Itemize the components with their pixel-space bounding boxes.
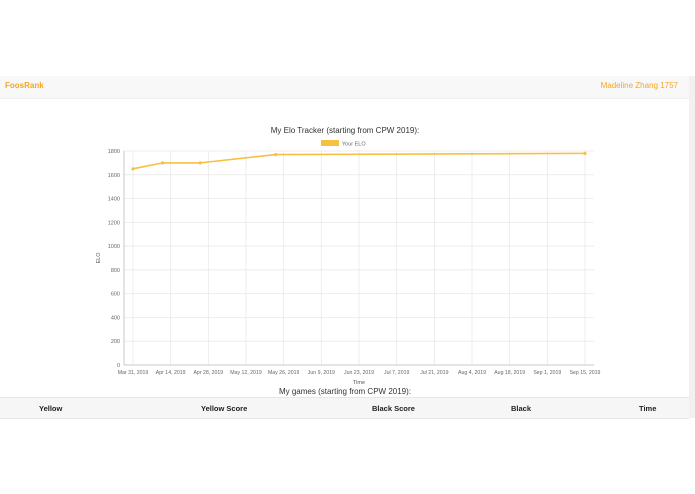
legend-swatch	[321, 140, 339, 146]
y-tick-label: 200	[111, 339, 120, 345]
column-header-time[interactable]: Time	[639, 404, 657, 413]
x-tick-label: Apr 28, 2019	[193, 370, 223, 376]
y-tick-label: 1800	[108, 149, 120, 155]
data-point	[583, 151, 587, 155]
y-tick-label: 1600	[108, 173, 120, 179]
x-tick-label: Sep 1, 2019	[533, 370, 561, 376]
x-tick-label: Aug 18, 2019	[494, 370, 525, 376]
navbar: FoosRank Madeline Zhang 1757	[0, 76, 689, 99]
page-scrollbar[interactable]	[689, 76, 695, 418]
column-header-black[interactable]: Black	[511, 404, 532, 413]
data-point	[160, 161, 165, 165]
column-header-yellow[interactable]: Yellow	[39, 404, 63, 413]
x-tick-label: Apr 14, 2019	[156, 370, 186, 376]
x-tick-label: Sep 15, 2019	[570, 370, 601, 376]
column-header-black-score[interactable]: Black Score	[372, 404, 415, 413]
elo-chart: 0 200 400 600 800 1000 1200 1400 1600 1800 Mar 31,…	[0, 120, 695, 390]
column-header-yellow-score[interactable]: Yellow Score	[201, 404, 248, 413]
x-tick-label: May 26, 2019	[268, 370, 300, 376]
y-tick-label: 600	[111, 292, 120, 298]
y-tick-label: 1000	[108, 244, 120, 250]
y-tick-label: 1200	[108, 220, 120, 226]
games-table-header: Yellow Yellow Score Black Score Black Ti…	[0, 397, 689, 419]
x-tick-label: Jun 9, 2019	[308, 370, 335, 376]
data-point	[273, 152, 278, 157]
y-tick-label: 800	[111, 268, 120, 274]
y-axis-label: ELO	[96, 252, 102, 264]
legend-label: Your ELO	[342, 142, 366, 148]
y-tick-label: 1400	[108, 197, 120, 203]
x-tick-label: Mar 31, 2019	[118, 370, 149, 376]
x-tick-label: Aug 4, 2019	[458, 370, 486, 376]
brand-link[interactable]: FoosRank	[5, 81, 44, 90]
games-title: My games (starting from CPW 2019):	[278, 387, 412, 396]
chart-title: My Elo Tracker (starting from CPW 2019):	[270, 126, 420, 135]
data-point	[198, 161, 202, 165]
x-axis-label: Time	[353, 380, 365, 386]
elo-chart-svg: 0 200 400 600 800 1000 1200 1400 1600 1800 Mar 31,…	[96, 140, 601, 386]
data-point	[131, 167, 135, 171]
x-tick-label: Jul 21, 2019	[420, 370, 448, 376]
user-link[interactable]: Madeline Zhang 1757	[600, 81, 678, 90]
x-tick-label: Jun 23, 2019	[344, 370, 374, 376]
x-tick-label: May 12, 2019	[230, 370, 262, 376]
y-tick-label: 400	[111, 315, 120, 321]
x-tick-label: Jul 7, 2019	[384, 370, 409, 376]
y-tick-label: 0	[117, 363, 120, 369]
